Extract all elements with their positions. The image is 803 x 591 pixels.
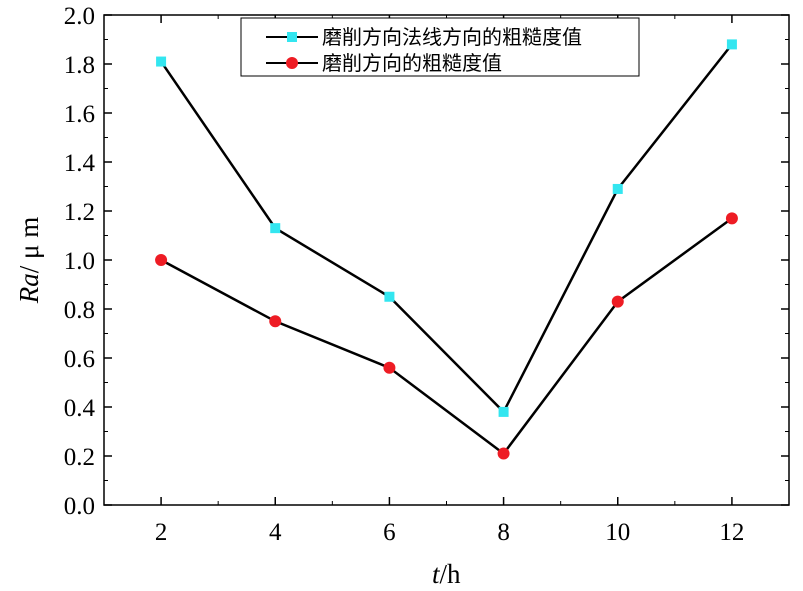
x-tick-label: 2 (155, 519, 168, 546)
legend-box (240, 17, 640, 77)
data-point-series-1 (384, 291, 395, 302)
data-point-series-1 (270, 223, 281, 234)
data-point-series-1 (726, 39, 737, 50)
y-tick-label: 0.8 (64, 297, 95, 324)
series-line-1 (160, 43, 733, 415)
x-tick-label: 12 (719, 519, 744, 546)
legend-label-series-1: 磨削方向法线方向的粗糙度值 (322, 25, 582, 49)
y-tick-label: 1.6 (64, 101, 95, 128)
data-point-series-2 (725, 212, 738, 225)
legend: 磨削方向法线方向的粗糙度值 磨削方向的粗糙度值 (240, 17, 640, 77)
x-tick-label: 8 (497, 519, 510, 546)
y-tick-label: 0.4 (64, 395, 96, 422)
y-axis-title: Ra/ μ m (14, 217, 44, 304)
data-point-series-2 (611, 295, 624, 308)
y-tick-label: 0.0 (64, 493, 95, 520)
data-point-series-2 (383, 361, 396, 374)
x-tick-label: 4 (269, 519, 282, 546)
x-axis: 2 4 6 8 10 12 (103, 15, 790, 546)
y-axis: 0.0 0.2 0.4 0.6 0.8 1.0 1.2 1.4 1.6 1.8 2.0 (64, 3, 789, 520)
y-tick-label: 1.8 (64, 52, 95, 79)
legend-label-series-2: 磨削方向的粗糙度值 (322, 51, 502, 75)
plot-area-frame (103, 14, 790, 506)
legend-marker-series-1 (287, 32, 297, 42)
y-tick-label: 1.4 (64, 150, 96, 177)
data-point-series-2 (155, 254, 168, 266)
y-tick-label: 1.2 (64, 199, 95, 226)
data-point-series-1 (498, 406, 509, 417)
data-point-series-2 (269, 315, 282, 328)
y-tick-label: 0.2 (64, 444, 95, 471)
y-tick-label: 2.0 (64, 3, 95, 30)
data-point-series-1 (156, 56, 167, 67)
x-axis-title-unit: /h (440, 559, 462, 589)
x-tick-label: 6 (383, 519, 396, 546)
y-axis-title-unit: / μ m (14, 217, 44, 273)
y-tick-label: 1.0 (64, 248, 95, 275)
series-line-2 (160, 217, 733, 456)
y-axis-title-variable: Ra (14, 273, 44, 304)
x-axis-title: t/h (432, 559, 461, 589)
series-layer (155, 39, 738, 460)
legend-marker-series-2 (286, 57, 298, 69)
data-point-series-2 (497, 447, 510, 460)
data-point-series-1 (612, 183, 623, 194)
x-axis-title-variable: t (432, 559, 441, 589)
y-tick-label: 0.6 (64, 346, 95, 373)
x-tick-label: 10 (605, 519, 630, 546)
